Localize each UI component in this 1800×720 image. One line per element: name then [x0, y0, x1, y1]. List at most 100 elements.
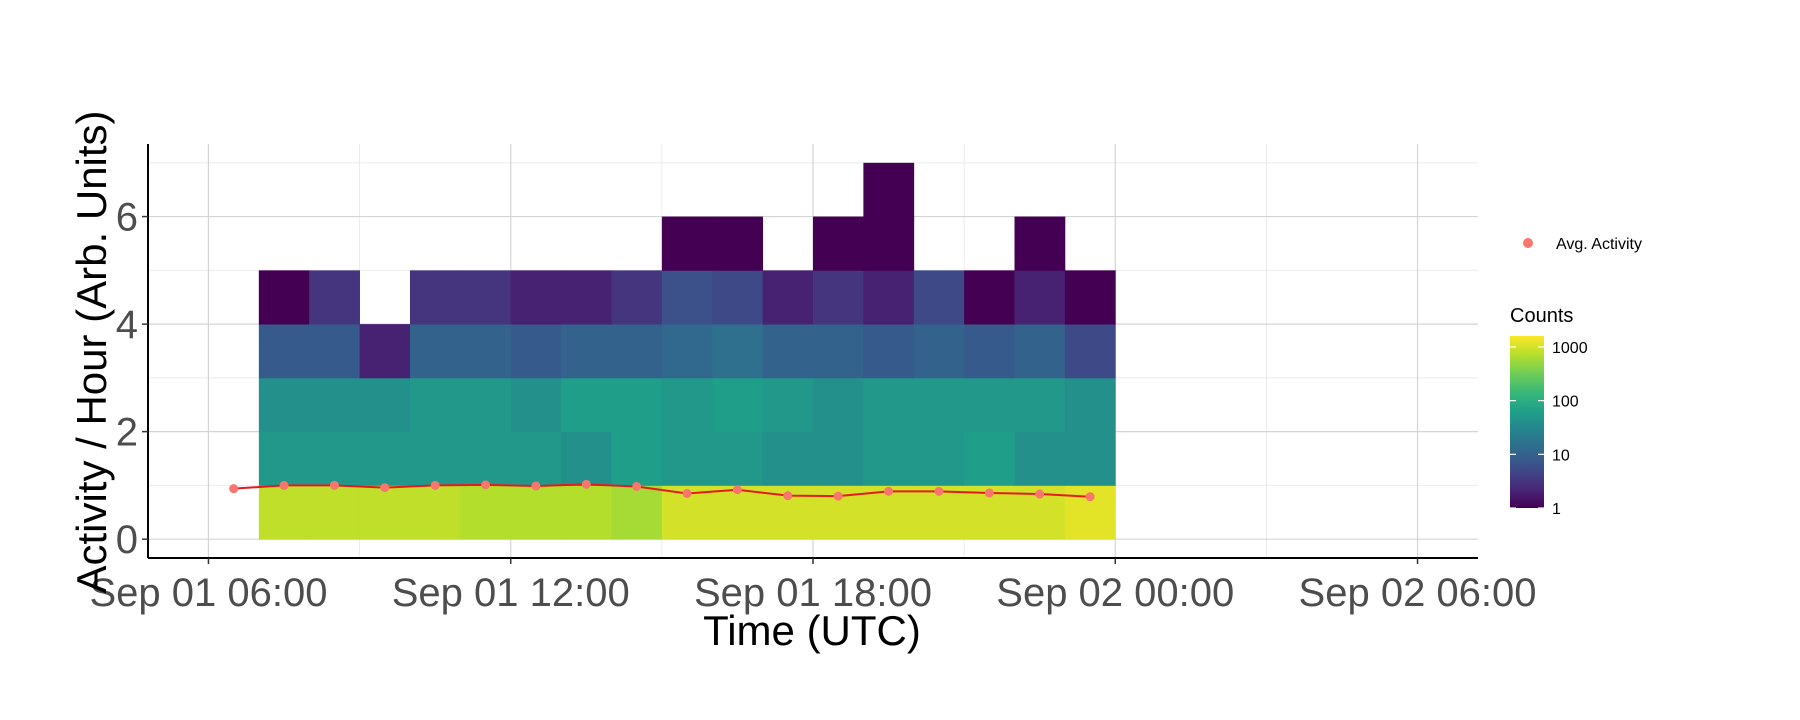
heatmap-tile [1064, 377, 1116, 433]
heatmap-tile [460, 431, 512, 486]
heatmap-tile [409, 431, 461, 486]
heatmap-tile [409, 485, 461, 540]
heatmap-tile [813, 270, 864, 325]
series-legend: Avg. Activity [1523, 236, 1642, 253]
avg-activity-point [531, 481, 541, 491]
heatmap-tile [1064, 431, 1116, 486]
heatmap-tile [913, 377, 965, 433]
x-tick-label: Sep 02 06:00 [1299, 571, 1537, 615]
legend-key-avg-activity [1523, 238, 1533, 248]
heatmap-tile [863, 431, 915, 486]
heatmap-tile [1014, 216, 1066, 271]
heatmap-tile [409, 377, 461, 433]
heatmap-tile [611, 485, 663, 540]
y-tick-label: 2 [116, 411, 138, 455]
x-axis-title: Time (UTC) [703, 607, 921, 654]
heatmap-tile [712, 270, 764, 325]
heatmap-tile [1014, 324, 1066, 379]
y-axis-title: Activity / Hour (Arb. Units) [68, 110, 115, 593]
heatmap-tile [964, 431, 1015, 486]
heatmap-tile [762, 431, 814, 486]
heatmap-tile [611, 270, 663, 325]
heatmap-tile [359, 324, 411, 379]
avg-activity-point [884, 486, 894, 496]
heatmap-tile [1014, 377, 1066, 433]
legend-label-avg-activity: Avg. Activity [1556, 236, 1642, 253]
heatmap-tile [964, 324, 1015, 379]
heatmap-tile [913, 270, 965, 325]
heatmap-tile [561, 324, 612, 379]
heatmap-tile [712, 324, 764, 379]
y-axis-ticks: 0 2 4 6 [116, 196, 148, 562]
heatmap-tile [712, 216, 764, 271]
avg-activity-point [581, 479, 591, 489]
x-axis-ticks: Sep 01 06:00 Sep 01 12:00 Sep 01 18:00 Sep … [89, 558, 1537, 615]
heatmap-tile [1014, 270, 1066, 325]
avg-activity-point [481, 480, 491, 490]
avg-activity-point [380, 483, 390, 493]
heatmap-tile [863, 377, 915, 433]
avg-activity-point [833, 491, 843, 501]
heatmap-tile [561, 270, 612, 325]
avg-activity-point [229, 484, 239, 494]
heatmap-tile [510, 431, 562, 486]
heatmap-tile [813, 324, 864, 379]
heatmap-tile [258, 377, 310, 433]
heatmap-tile [460, 324, 512, 379]
heatmap-tile [1064, 324, 1116, 379]
heatmap-tile [460, 377, 512, 433]
x-tick-label: Sep 02 00:00 [996, 571, 1234, 615]
x-tick-label: Sep 01 18:00 [694, 571, 932, 615]
heatmap-tile [1064, 270, 1116, 325]
heatmap-tile [863, 216, 915, 271]
heatmap-tile [661, 270, 713, 325]
x-tick-label: Sep 01 12:00 [392, 571, 630, 615]
heatmap-tile [409, 324, 461, 379]
heatmap-tile [611, 324, 663, 379]
avg-activity-point [984, 488, 994, 498]
avg-activity-point [279, 480, 289, 490]
heatmap-tile [964, 377, 1015, 433]
heatmap-tile [258, 324, 310, 379]
heatmap-tile [863, 324, 915, 379]
heatmap-tile [359, 377, 411, 433]
heatmap-tile [510, 324, 562, 379]
heatmap-tile [510, 270, 562, 325]
heatmap-tile [762, 377, 814, 433]
heatmap-tile [661, 216, 713, 271]
heatmap-tile [611, 431, 663, 486]
y-tick-label: 0 [116, 518, 138, 562]
colorbar-gradient [1510, 336, 1544, 508]
heatmap-tile [712, 431, 764, 486]
heatmap-tile [309, 377, 360, 433]
heatmap-tile [409, 270, 461, 325]
heatmap-tile [258, 431, 310, 486]
heatmap-tile [460, 485, 512, 540]
colorbar-tick-label: 100 [1552, 394, 1579, 411]
heatmap-tile [510, 485, 562, 540]
heatmap-tiles [258, 162, 1116, 540]
avg-activity-point [1035, 489, 1045, 499]
avg-activity-point [1085, 492, 1095, 502]
heatmap-tile [258, 270, 310, 325]
heatmap-tile [258, 485, 310, 540]
colorbar-tick-label: 10 [1552, 447, 1570, 464]
colorbar-tick-label: 1000 [1552, 340, 1588, 357]
heatmap-tile [712, 485, 764, 540]
heatmap-tile [712, 377, 764, 433]
heatmap-tile [309, 270, 360, 325]
heatmap-tile [309, 485, 360, 540]
heatmap-tile [661, 377, 713, 433]
heatmap-tile [309, 431, 360, 486]
counts-colorbar-legend: Counts 1000 100 10 1 [1510, 305, 1588, 518]
heatmap-tile [863, 162, 915, 217]
avg-activity-point [632, 481, 642, 491]
heatmap-tile [863, 270, 915, 325]
avg-activity-point [732, 485, 742, 495]
y-tick-label: 6 [116, 196, 138, 240]
heatmap-tile [561, 431, 612, 486]
heatmap-tile [964, 270, 1015, 325]
heatmap-tile [913, 431, 965, 486]
y-tick-label: 4 [116, 303, 138, 347]
